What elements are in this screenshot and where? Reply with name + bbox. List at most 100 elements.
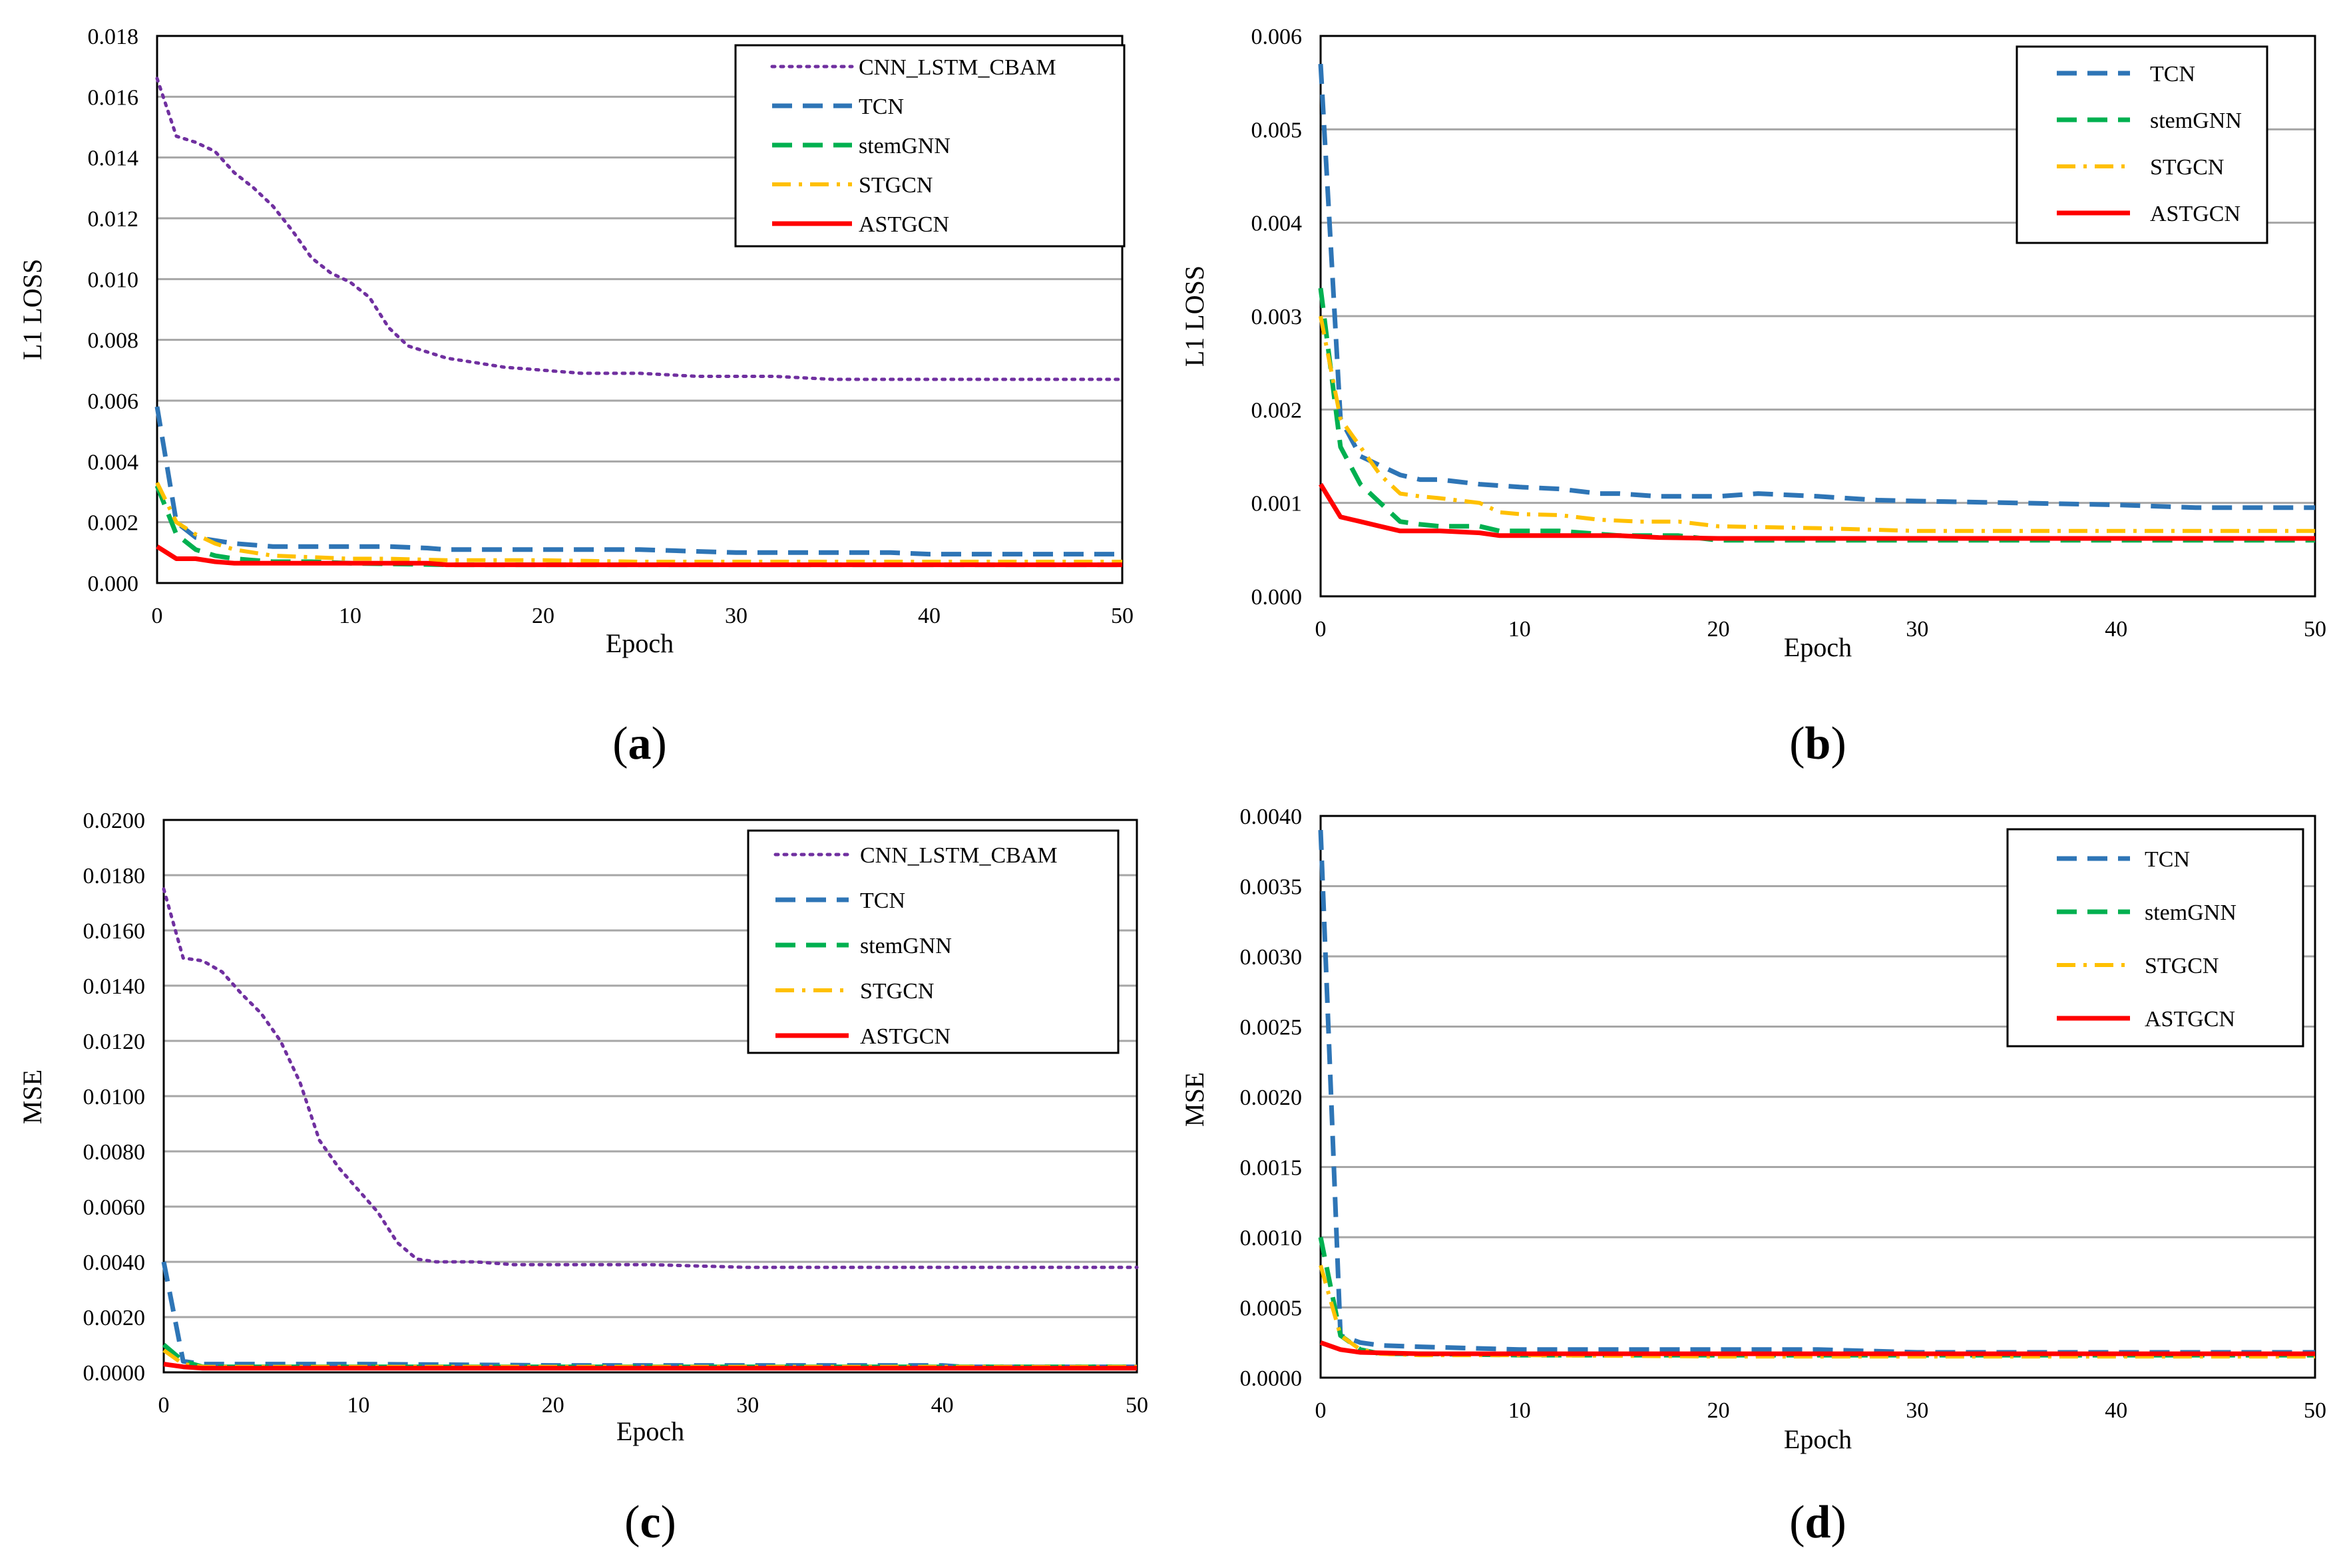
legend: CNN_LSTM_CBAM TCN stemGNN STGCN ASTGCN <box>747 829 1120 1054</box>
x-tick-label: 0 <box>152 604 163 628</box>
x-tick-label: 20 <box>1707 617 1730 642</box>
series-line-stgcn <box>1319 315 2315 533</box>
panel-b: 0.000 0.001 0.002 0.003 0.004 0.005 0.006 0 10 20… <box>1179 25 2326 769</box>
series-line-cnn-lstm-cbam <box>155 77 1124 381</box>
y-tick-label: 0.010 <box>88 268 139 292</box>
y-axis-title: MSE <box>1179 1072 1209 1127</box>
y-tick-label: 0.001 <box>1251 492 1303 516</box>
y-tick-label: 0.0040 <box>83 1251 146 1275</box>
series-line-cnn-lstm-cbam <box>162 887 1139 1269</box>
y-tick-label: 0.006 <box>88 389 139 414</box>
y-tick-label: 0.008 <box>88 329 139 353</box>
y-tick-label: 0.0060 <box>83 1195 146 1220</box>
y-tick-label: 0.002 <box>88 511 139 536</box>
legend-label-stgcn: STGCN <box>2145 954 2219 978</box>
legend-box <box>734 44 1126 248</box>
x-tick-label: 20 <box>1707 1398 1730 1423</box>
series-line-stemgnn <box>1318 1237 2315 1358</box>
series-line-astgcn <box>1319 483 2315 541</box>
legend-box <box>2006 828 2304 1048</box>
panel-letter: d <box>1805 1497 1831 1548</box>
x-tick-label: 20 <box>542 1393 564 1418</box>
panel-a: 0.000 0.002 0.004 0.006 0.008 0.010 0.012 0.014… <box>17 25 1134 769</box>
legend-label-tcn: TCN <box>2145 847 2190 872</box>
y-tick-label: 0.0200 <box>83 809 146 833</box>
y-tick-label: 0.0010 <box>1240 1226 1303 1251</box>
panel-c: 0.0000 0.0020 0.0040 0.0060 0.0080 0.0100 0.01… <box>17 809 1148 1548</box>
series-line-astgcn <box>163 1362 1137 1371</box>
x-tick-label: 40 <box>931 1393 954 1418</box>
y-tick-label: 0.004 <box>1251 212 1303 236</box>
panel-letter: b <box>1805 718 1831 769</box>
y-tick-label: 0.018 <box>88 25 139 49</box>
legend-label-cnn-lstm-cbam: CNN_LSTM_CBAM <box>860 843 1058 868</box>
series-line-stgcn <box>1319 1265 2315 1359</box>
panel-label: (c) <box>624 1497 676 1548</box>
y-tick-label: 0.0000 <box>1240 1366 1303 1391</box>
legend-label-stemgnn: stemGNN <box>2145 900 2236 925</box>
y-tick-label: 0.002 <box>1251 398 1303 423</box>
x-tick-label: 10 <box>1508 1398 1531 1423</box>
y-tick-label: 0.0015 <box>1240 1156 1303 1181</box>
series-line-astgcn <box>1319 1340 2315 1356</box>
plot-frame <box>156 35 1124 584</box>
series-line-tcn <box>1318 63 2315 510</box>
y-tick-label: 0.0100 <box>83 1085 146 1109</box>
x-tick-label: 10 <box>347 1393 369 1418</box>
x-tick-label: 0 <box>1315 1398 1327 1423</box>
y-tick-label: 0.006 <box>1251 25 1303 49</box>
x-tick-label: 50 <box>1126 1393 1148 1418</box>
y-tick-label: 0.0000 <box>83 1361 146 1386</box>
legend-label-cnn-lstm-cbam: CNN_LSTM_CBAM <box>859 55 1056 80</box>
y-tick-label: 0.0140 <box>83 974 146 999</box>
legend-label-tcn: TCN <box>860 888 905 913</box>
x-tick-label: 40 <box>2105 1398 2127 1423</box>
x-axis-title: Epoch <box>1784 632 1852 662</box>
y-tick-label: 0.0020 <box>83 1306 146 1330</box>
x-tick-label: 30 <box>725 604 747 628</box>
panel-label: (a) <box>612 718 667 769</box>
panel-d: 0.0000 0.0005 0.0010 0.0015 0.0020 0.0025 0.00… <box>1179 805 2326 1548</box>
y-tick-label: 0.0020 <box>1240 1085 1303 1110</box>
legend-label-astgcn: ASTGCN <box>2145 1007 2235 1032</box>
legend-box <box>2016 45 2268 244</box>
y-tick-label: 0.0180 <box>83 864 146 888</box>
x-tick-label: 40 <box>918 604 941 628</box>
legend-label-tcn: TCN <box>2150 62 2195 87</box>
legend-label-astgcn: ASTGCN <box>859 212 949 237</box>
x-tick-label: 50 <box>2304 617 2326 642</box>
x-tick-label: 0 <box>1315 617 1327 642</box>
x-axis-title: Epoch <box>616 1416 684 1446</box>
panel-label: (d) <box>1789 1497 1846 1548</box>
legend-label-astgcn: ASTGCN <box>2150 202 2240 226</box>
x-axis-title: Epoch <box>606 628 674 658</box>
x-tick-label: 30 <box>736 1393 759 1418</box>
series-line-astgcn <box>156 544 1122 568</box>
x-tick-label: 50 <box>1111 604 1134 628</box>
y-tick-label: 0.0025 <box>1240 1016 1303 1040</box>
y-axis-title: L1 LOSS <box>17 259 47 360</box>
y-tick-label: 0.000 <box>1251 585 1303 610</box>
legend-label-stemgnn: stemGNN <box>2150 108 2242 133</box>
y-tick-label: 0.0030 <box>1240 945 1303 970</box>
y-tick-label: 0.003 <box>1251 305 1303 329</box>
y-tick-label: 0.0120 <box>83 1030 146 1054</box>
y-tick-label: 0.0080 <box>83 1140 146 1165</box>
y-tick-label: 0.014 <box>88 146 139 171</box>
plot-frame <box>1319 815 2316 1379</box>
x-tick-label: 30 <box>1906 617 1928 642</box>
series-line-tcn <box>161 1261 1137 1370</box>
legend-label-tcn: TCN <box>859 95 904 119</box>
y-tick-label: 0.0005 <box>1240 1296 1303 1321</box>
x-axis-title: Epoch <box>1784 1424 1852 1454</box>
legend-label-astgcn: ASTGCN <box>860 1024 951 1049</box>
y-tick-label: 0.0035 <box>1240 875 1303 900</box>
series-line-tcn <box>154 406 1122 557</box>
panel-letter: a <box>628 718 652 769</box>
legend-label-stemgnn: stemGNN <box>859 134 951 158</box>
y-tick-label: 0.005 <box>1251 118 1303 142</box>
legend: TCN stemGNN STGCN ASTGCN <box>2006 828 2304 1048</box>
y-tick-label: 0.0160 <box>83 919 146 944</box>
x-tick-label: 10 <box>339 604 361 628</box>
